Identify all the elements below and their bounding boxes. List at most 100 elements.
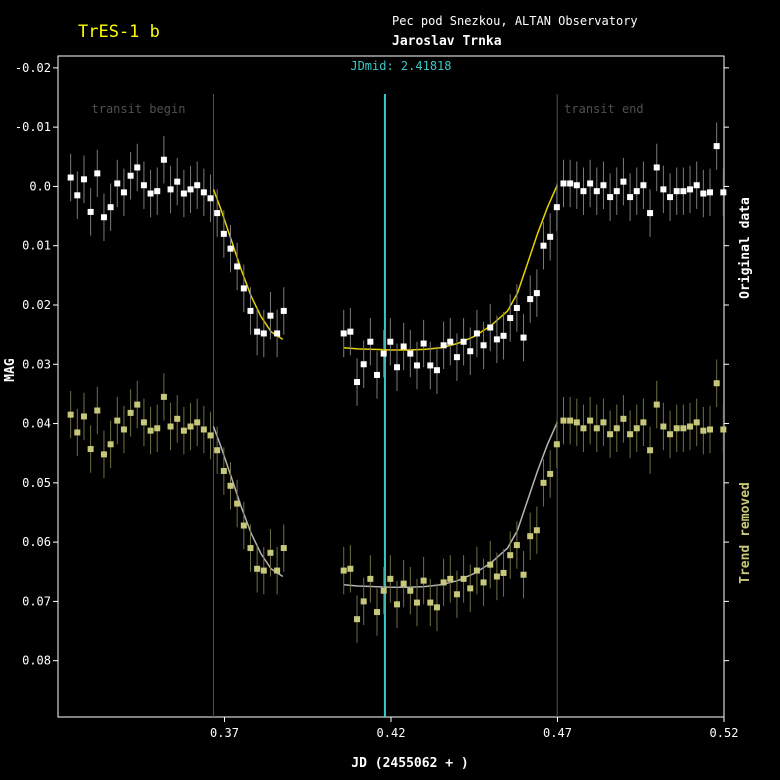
detrended-data-point [420,577,427,584]
detrended-data-point [393,601,400,608]
original-data-point [413,362,420,369]
plot-area: transit begin transit end JDmid: 2.41818 -0… [15,55,738,740]
original-data-point [493,336,500,343]
original-data-point [347,328,354,335]
detrended-data-point [87,446,94,453]
detrended-data-point [487,561,494,568]
original-data-point [200,189,207,196]
detrended-data-point [527,533,534,540]
original-data-point [620,178,627,185]
original-data-point [194,182,201,189]
original-data-point [633,188,640,195]
detrended-data-point [94,407,101,414]
detrended-data-point [367,575,374,582]
original-data-point [453,354,460,361]
detrended-data-point [720,426,727,433]
detrended-data-point [653,401,660,408]
detrended-data-point [700,427,707,434]
observatory-label: Pec pod Snezkou, ALTAN Observatory [392,14,638,28]
original-data-point [420,340,427,347]
detrended-data-point [360,598,367,605]
original-data-point [480,342,487,349]
detrended-data-point [473,567,480,574]
detrended-data-point [187,423,194,430]
original-data-point [94,170,101,177]
detrended-data-point [547,470,554,477]
detrended-data-point [80,413,87,420]
original-data-point [67,174,74,181]
detrended-data-point [247,545,254,552]
original-data-point [374,371,381,378]
detrended-data-point [467,585,474,592]
detrended-data-point [354,616,361,623]
original-data-point [673,188,680,195]
original-data-point [513,304,520,311]
detrended-data-point [600,419,607,426]
original-data-point [447,338,454,345]
detrended-data-point [607,431,614,438]
original-data-point [154,188,161,195]
original-data-point [427,362,434,369]
original-data-point [707,189,714,196]
detrended-data-point [553,441,560,448]
detrended-data-point [74,429,81,436]
detrended-data-point [493,573,500,580]
y-tick-label: 0.06 [22,535,51,549]
original-data-point [647,210,654,217]
original-data-point [114,180,121,187]
y-tick-label: 0.03 [22,357,51,371]
original-data-point [440,342,447,349]
detrended-data-point [507,552,514,559]
original-data-point [533,290,540,297]
x-axis-label: JD (2455062 + ) [351,756,468,771]
original-data-point [187,186,194,193]
original-data-point [560,180,567,187]
original-data-point [100,214,107,221]
right-label-original: Original data [738,197,753,299]
original-data-point [127,172,134,179]
detrended-data-point [154,425,161,432]
original-data-point [680,188,687,195]
original-data-point [693,182,700,189]
original-data-point [254,328,261,335]
original-data-point [487,324,494,331]
original-data-point [274,330,281,337]
detrended-data-point [513,542,520,549]
original-data-point [473,330,480,337]
detrended-data-point [500,569,507,576]
y-tick-label: 0.04 [22,417,51,431]
detrended-data-point [693,419,700,426]
original-data-point [234,263,241,270]
original-data-point [607,194,614,201]
detrended-data-point [620,415,627,422]
y-tick-label: 0.05 [22,476,51,490]
original-data-point [713,143,720,150]
original-data-point [80,176,87,183]
detrended-data-point [274,567,281,574]
original-data-point [507,315,514,322]
detrended-data-point [107,441,114,448]
original-data-point [360,361,367,368]
original-data-point [354,379,361,386]
detrended-data-point [134,401,141,408]
detrended-data-point [207,432,214,439]
original-data-point [687,186,694,193]
transit-end-label: transit end [564,102,643,116]
detrended-data-point [214,447,221,454]
detrended-data-point [220,467,227,474]
detrended-data-point [174,415,181,422]
detrended-data-point [427,599,434,606]
original-data-point [280,307,287,314]
detrended-data-point [234,500,241,507]
x-tick-label: 0.47 [543,726,572,740]
transit-begin-label: transit begin [92,102,186,116]
y-tick-label: 0.08 [22,654,51,668]
original-data-point [207,195,214,202]
original-data-point [587,180,594,187]
detrended-data-point [267,549,274,556]
detrended-data-point [593,425,600,432]
detrended-data-point [374,609,381,616]
detrended-data-point [200,426,207,433]
detrended-data-point [120,426,127,433]
y-tick-label: 0.0 [29,179,51,193]
